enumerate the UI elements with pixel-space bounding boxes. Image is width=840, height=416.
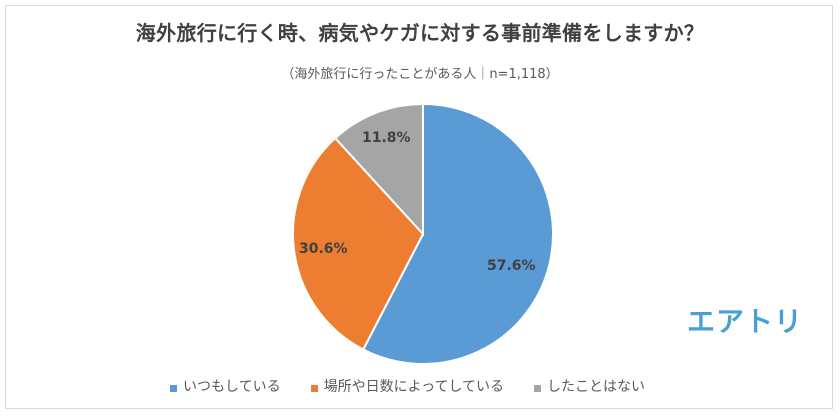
legend-item-sometimes: 場所や日数によってしている <box>310 376 505 396</box>
pie-slice-sometimes <box>292 136 425 351</box>
data-label-sometimes: 30.6% <box>299 241 348 257</box>
airtrip-logo: エアトリ <box>687 305 804 338</box>
legend-swatch-blue <box>170 384 177 392</box>
data-label-always: 57.6% <box>487 258 536 274</box>
legend-item-never: したことはない <box>534 376 645 396</box>
chart-title: 海外旅行に行く時、病気やケガに対する事前準備をしますか？ <box>135 21 705 45</box>
legend-label: いつもしている <box>183 379 281 395</box>
pie-slice-always <box>361 102 554 365</box>
chart-frame <box>5 5 833 409</box>
legend-swatch-gray <box>534 384 542 392</box>
legend-label: 場所や日数によってしている <box>323 379 505 395</box>
legend-swatch-orange <box>310 384 318 392</box>
pie-slice-never <box>333 102 424 237</box>
legend-label: したことはない <box>547 379 646 395</box>
chart-legend: いつもしている 場所や日数によってしている したことはない <box>170 376 645 396</box>
data-label-never: 11.8% <box>362 130 411 146</box>
legend-item-always: いつもしている <box>170 376 281 396</box>
chart-subtitle: （海外旅行に行ったことがある人｜n=1,118） <box>281 67 559 82</box>
